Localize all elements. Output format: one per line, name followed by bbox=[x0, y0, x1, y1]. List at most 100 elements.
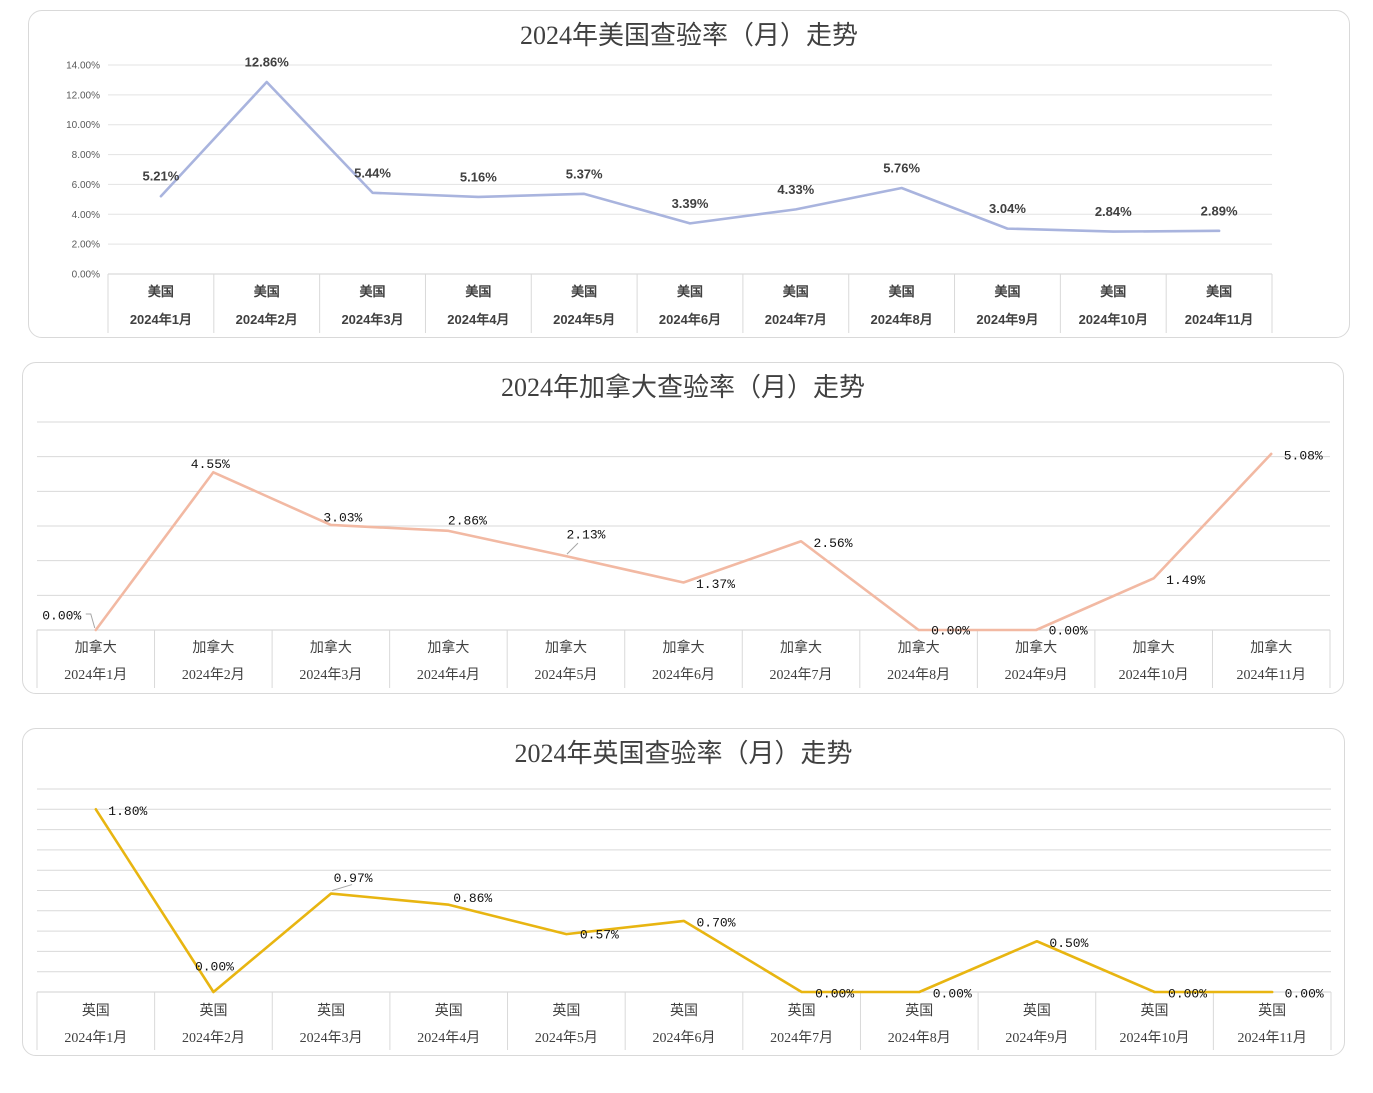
data-label: 0.00% bbox=[42, 609, 81, 624]
category-month-label: 2024年3月 bbox=[299, 667, 362, 683]
category-country-label: 加拿大 bbox=[75, 639, 117, 656]
category-month-label: 2024年10月 bbox=[1120, 1030, 1190, 1046]
category-month-label: 2024年6月 bbox=[659, 312, 721, 327]
category-month-label: 2024年4月 bbox=[447, 312, 509, 327]
category-country-label: 美国 bbox=[1100, 284, 1126, 299]
data-label: 0.00% bbox=[1168, 987, 1207, 1002]
canada-line-chart: 加拿大2024年1月加拿大2024年2月加拿大2024年3月加拿大2024年4月… bbox=[36, 421, 1331, 688]
data-label: 2.56% bbox=[814, 536, 853, 551]
data-label: 5.08% bbox=[1284, 448, 1323, 463]
category-country-label: 英国 bbox=[317, 1002, 345, 1019]
category-month-label: 2024年7月 bbox=[770, 667, 833, 683]
label-leader-line bbox=[566, 542, 579, 555]
data-label: 0.70% bbox=[696, 915, 735, 930]
label-leader-line bbox=[331, 884, 353, 892]
category-month-label: 2024年5月 bbox=[535, 1030, 598, 1046]
category-month-label: 2024年1月 bbox=[64, 1030, 127, 1046]
category-month-label: 2024年7月 bbox=[765, 312, 827, 327]
data-label: 3.04% bbox=[989, 201, 1026, 216]
data-label: 2.13% bbox=[566, 528, 605, 543]
category-month-label: 2024年4月 bbox=[417, 667, 480, 683]
category-country-label: 英国 bbox=[199, 1002, 227, 1019]
category-month-label: 2024年6月 bbox=[653, 1030, 716, 1046]
category-country-label: 美国 bbox=[571, 284, 597, 299]
category-country-label: 美国 bbox=[889, 284, 915, 299]
category-month-label: 2024年11月 bbox=[1237, 1030, 1306, 1046]
y-tick-label: 6.00% bbox=[72, 180, 100, 191]
data-label: 1.37% bbox=[696, 577, 735, 592]
category-month-label: 2024年5月 bbox=[534, 667, 597, 683]
category-month-label: 2024年4月 bbox=[417, 1030, 480, 1046]
category-month-label: 2024年2月 bbox=[236, 312, 298, 327]
category-country-label: 美国 bbox=[254, 284, 280, 299]
uk-chart-panel: 2024年英国查验率（月）走势 英国 2024年1月 英国 2024年2月 英国 2024… bbox=[22, 728, 1345, 1056]
data-label: 0.00% bbox=[1285, 987, 1324, 1002]
category-country-label: 英国 bbox=[788, 1002, 816, 1019]
category-country-label: 加拿大 bbox=[1133, 639, 1175, 656]
data-label: 2.84% bbox=[1095, 204, 1132, 219]
category-country-label: 美国 bbox=[148, 284, 174, 299]
category-country-label: 英国 bbox=[1023, 1002, 1051, 1019]
y-tick-label: 4.00% bbox=[72, 210, 100, 221]
us-chart-panel: 2024年美国查验率（月）走势 0.00% 2.00% 4.00% 6.00% 8.00… bbox=[28, 10, 1350, 338]
category-month-label: 2024年5月 bbox=[553, 312, 615, 327]
category-country-label: 加拿大 bbox=[1250, 639, 1292, 656]
canada-chart-panel: 2024年加拿大查验率（月）走势 加拿大 2024年1月 加拿大 2024年2月 加拿大… bbox=[22, 362, 1344, 694]
category-month-label: 2024年3月 bbox=[341, 312, 403, 327]
category-country-label: 加拿大 bbox=[663, 639, 705, 656]
category-country-label: 美国 bbox=[1206, 284, 1232, 299]
data-label: 1.49% bbox=[1166, 573, 1205, 588]
category-month-label: 2024年9月 bbox=[976, 312, 1038, 327]
category-month-label: 2024年9月 bbox=[1005, 667, 1068, 683]
category-country-label: 英国 bbox=[1141, 1002, 1169, 1019]
category-month-label: 2024年8月 bbox=[887, 667, 950, 683]
category-country-label: 英国 bbox=[82, 1002, 110, 1019]
category-country-label: 英国 bbox=[905, 1002, 933, 1019]
category-country-label: 美国 bbox=[994, 284, 1020, 299]
category-country-label: 加拿大 bbox=[545, 639, 587, 656]
category-month-label: 2024年3月 bbox=[300, 1030, 363, 1046]
category-country-label: 加拿大 bbox=[898, 639, 940, 656]
data-label: 5.37% bbox=[566, 166, 603, 181]
data-label: 4.55% bbox=[191, 457, 230, 472]
category-month-label: 2024年9月 bbox=[1005, 1030, 1068, 1046]
data-label: 0.00% bbox=[195, 960, 234, 975]
category-month-label: 2024年6月 bbox=[652, 667, 715, 683]
category-month-label: 2024年1月 bbox=[130, 312, 192, 327]
series-line bbox=[94, 808, 1274, 994]
data-label: 0.00% bbox=[933, 987, 972, 1002]
category-month-label: 2024年11月 bbox=[1185, 312, 1254, 327]
series-line bbox=[94, 452, 1273, 632]
us-line-chart: 0.00% 2.00% 4.00% 6.00% 8.00% 10.00% 12.00% 14.… bbox=[66, 55, 1273, 333]
y-tick-label: 8.00% bbox=[72, 150, 100, 161]
category-month-label: 2024年1月 bbox=[64, 667, 127, 683]
category-month-label: 2024年11月 bbox=[1236, 667, 1305, 683]
data-label: 0.97% bbox=[334, 871, 373, 886]
category-country-label: 美国 bbox=[360, 284, 386, 299]
data-label: 12.86% bbox=[245, 55, 290, 70]
data-label: 0.00% bbox=[815, 987, 854, 1002]
category-country-label: 加拿大 bbox=[192, 639, 234, 656]
label-leader-line bbox=[85, 613, 96, 629]
y-tick-label: 12.00% bbox=[66, 90, 100, 101]
data-label: 0.57% bbox=[580, 928, 619, 943]
category-country-label: 加拿大 bbox=[1015, 639, 1057, 656]
category-country-label: 美国 bbox=[677, 284, 703, 299]
chart-title: 2024年美国查验率（月）走势 bbox=[519, 21, 858, 50]
data-label: 5.76% bbox=[883, 161, 920, 176]
category-month-label: 2024年7月 bbox=[770, 1030, 833, 1046]
data-label: 1.80% bbox=[108, 804, 147, 819]
category-country-label: 美国 bbox=[783, 284, 809, 299]
y-tick-label: 2.00% bbox=[72, 240, 100, 251]
data-label: 0.00% bbox=[931, 624, 970, 639]
data-label: 5.21% bbox=[142, 169, 179, 184]
category-month-label: 2024年2月 bbox=[182, 667, 245, 683]
chart-title: 2024年加拿大查验率（月）走势 bbox=[500, 373, 865, 402]
data-label: 0.00% bbox=[1049, 624, 1088, 639]
category-month-label: 2024年8月 bbox=[888, 1030, 951, 1046]
data-label: 0.86% bbox=[453, 891, 492, 906]
data-label: 5.16% bbox=[460, 169, 497, 184]
category-month-label: 2024年10月 bbox=[1119, 667, 1189, 683]
category-country-label: 英国 bbox=[552, 1002, 580, 1019]
y-tick-label: 14.00% bbox=[66, 61, 100, 72]
